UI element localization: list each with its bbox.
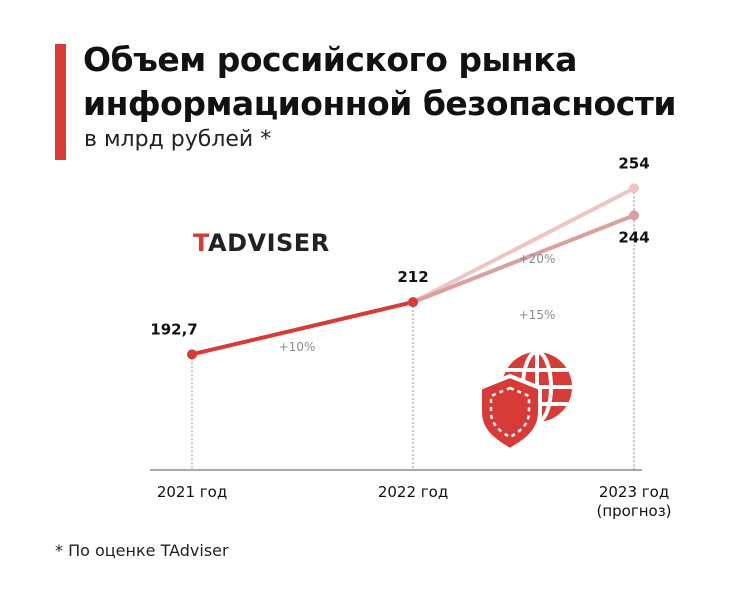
series-line bbox=[411, 213, 636, 305]
title-accent-bar bbox=[55, 44, 66, 160]
shield-icon bbox=[478, 373, 542, 453]
data-label: 192,7 bbox=[150, 320, 197, 338]
x-tick-labels: 2021 год 2022 год 2023 год(прогноз) bbox=[157, 483, 672, 520]
tadviser-logo: TADVISER bbox=[193, 229, 330, 257]
x-tick-label: 2022 год bbox=[378, 483, 448, 501]
growth-annotation: +15% bbox=[519, 308, 556, 322]
guide-lines bbox=[191, 188, 635, 470]
growth-annotation: +20% bbox=[519, 252, 556, 266]
series-line bbox=[411, 186, 636, 305]
growth-annotation: +10% bbox=[279, 340, 316, 354]
data-labels: 254 244 192,7 212 +10% +20% +15% bbox=[150, 154, 649, 354]
data-point bbox=[187, 349, 197, 360]
data-label: 254 bbox=[618, 154, 649, 172]
data-points bbox=[187, 183, 639, 360]
logo-first-letter: T bbox=[193, 229, 209, 257]
series-lines bbox=[190, 186, 636, 357]
data-label: 244 bbox=[618, 228, 649, 246]
chart-subtitle: в млрд рублей * bbox=[84, 127, 272, 152]
data-point bbox=[629, 183, 639, 194]
logo-rest: ADVISER bbox=[208, 229, 330, 257]
x-tick-label: 2021 год bbox=[157, 483, 227, 501]
shield-inner-outline bbox=[489, 386, 531, 439]
x-tick-label: 2023 год bbox=[599, 483, 669, 501]
data-label: 212 bbox=[397, 268, 428, 286]
footnote: * По оценке TAdviser bbox=[55, 541, 229, 560]
series-line bbox=[190, 300, 415, 357]
x-tick-sublabel: (прогноз) bbox=[596, 502, 671, 520]
data-point bbox=[629, 210, 639, 221]
data-point bbox=[408, 297, 418, 308]
chart-title: Объем российского рынка информационной б… bbox=[83, 40, 677, 123]
